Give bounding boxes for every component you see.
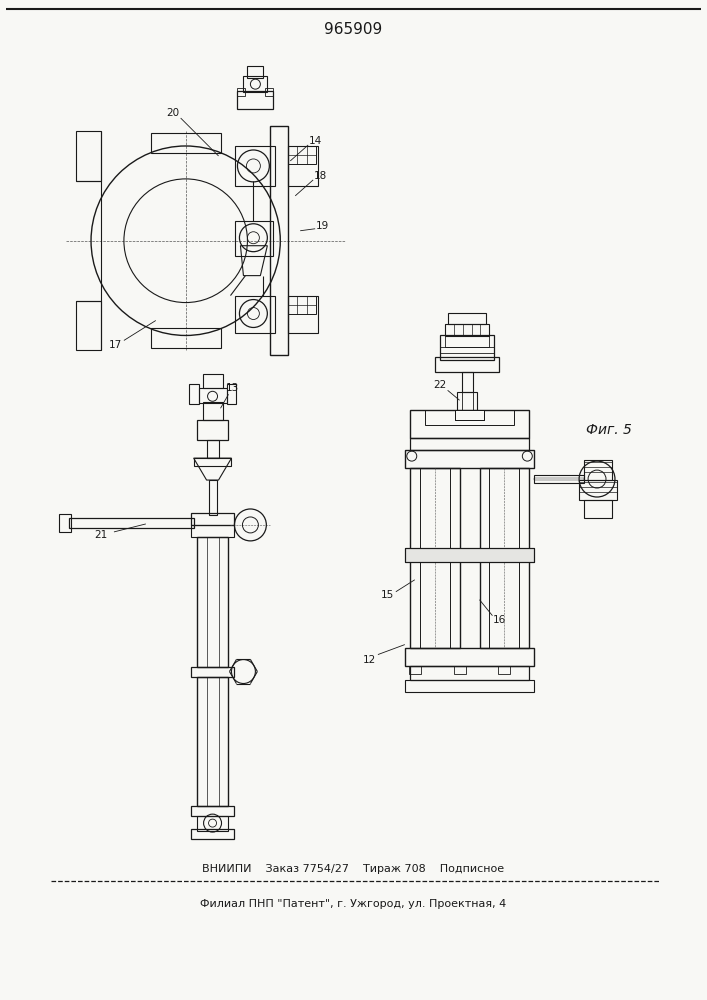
- Bar: [409, 666, 421, 674]
- Bar: [489, 468, 520, 648]
- Bar: [206, 440, 218, 458]
- Bar: [479, 468, 530, 648]
- Bar: [226, 384, 236, 404]
- Bar: [457, 392, 477, 410]
- Bar: [189, 384, 199, 404]
- Bar: [498, 666, 510, 674]
- Bar: [410, 410, 530, 438]
- Bar: [288, 146, 316, 164]
- Bar: [410, 468, 460, 648]
- Bar: [235, 296, 275, 333]
- Bar: [288, 296, 316, 314]
- Text: Фиг. 5: Фиг. 5: [586, 423, 632, 437]
- Bar: [405, 680, 534, 692]
- Bar: [534, 475, 584, 483]
- Text: 19: 19: [315, 221, 329, 231]
- Bar: [405, 548, 534, 562]
- Bar: [440, 335, 494, 360]
- Bar: [405, 648, 534, 666]
- Bar: [151, 133, 221, 153]
- Bar: [238, 88, 245, 96]
- Bar: [238, 91, 274, 109]
- Bar: [191, 513, 235, 525]
- Text: 16: 16: [493, 615, 506, 625]
- Bar: [579, 480, 617, 500]
- Bar: [265, 88, 274, 96]
- Bar: [203, 374, 223, 388]
- Bar: [405, 450, 534, 468]
- Bar: [235, 221, 274, 256]
- Bar: [59, 514, 71, 532]
- Bar: [197, 420, 228, 440]
- Bar: [191, 806, 235, 816]
- Text: 965909: 965909: [324, 22, 382, 37]
- Bar: [405, 548, 534, 562]
- Bar: [455, 410, 484, 420]
- Bar: [243, 76, 267, 92]
- Bar: [191, 829, 235, 839]
- Text: 12: 12: [363, 655, 377, 665]
- Bar: [288, 296, 318, 333]
- Bar: [235, 146, 275, 186]
- Text: 20: 20: [166, 108, 180, 118]
- Bar: [209, 480, 216, 515]
- Bar: [197, 677, 228, 806]
- Text: 18: 18: [313, 171, 327, 181]
- Bar: [270, 126, 288, 355]
- Text: ВНИИПИ    Заказ 7754/27    Тираж 708    Подписное: ВНИИПИ Заказ 7754/27 Тираж 708 Подписное: [202, 864, 504, 874]
- Bar: [191, 667, 235, 677]
- Text: 17: 17: [110, 340, 122, 350]
- Bar: [584, 460, 612, 480]
- Bar: [425, 410, 515, 425]
- Bar: [191, 525, 235, 537]
- Bar: [454, 666, 465, 674]
- Bar: [194, 458, 231, 466]
- Bar: [448, 313, 486, 324]
- Text: 14: 14: [308, 136, 322, 146]
- Bar: [69, 518, 194, 528]
- Bar: [534, 478, 584, 480]
- Bar: [410, 438, 530, 450]
- Bar: [455, 410, 484, 420]
- Bar: [420, 468, 450, 648]
- Text: 13: 13: [226, 383, 239, 393]
- Text: 21: 21: [94, 530, 107, 540]
- Bar: [76, 301, 101, 350]
- Text: Филиал ПНП "Патент", г. Ужгород, ул. Проектная, 4: Филиал ПНП "Патент", г. Ужгород, ул. Про…: [200, 899, 506, 909]
- Bar: [199, 388, 226, 403]
- Bar: [247, 66, 263, 78]
- Bar: [151, 328, 221, 348]
- Text: 15: 15: [381, 590, 395, 600]
- Bar: [445, 335, 489, 347]
- Text: 22: 22: [433, 380, 446, 390]
- Bar: [197, 816, 228, 831]
- Bar: [410, 666, 530, 680]
- Bar: [584, 500, 612, 518]
- Bar: [445, 324, 489, 336]
- Bar: [288, 146, 318, 186]
- Bar: [76, 131, 101, 181]
- Bar: [435, 357, 499, 372]
- Bar: [203, 402, 223, 420]
- Bar: [462, 372, 472, 392]
- Bar: [197, 537, 228, 667]
